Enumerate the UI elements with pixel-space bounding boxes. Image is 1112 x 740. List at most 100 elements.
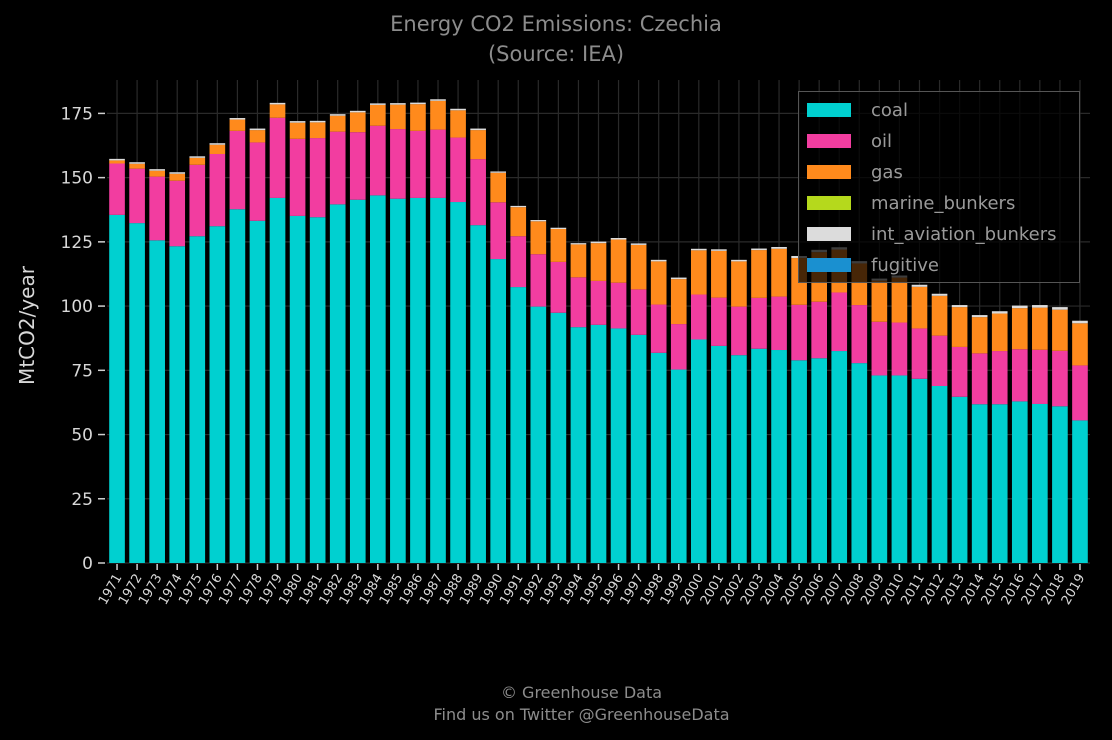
bar-coal-2014 [971, 404, 988, 563]
bar-gas-1991 [510, 207, 527, 237]
bar-int_aviation_bunkers-1995 [590, 241, 607, 244]
bar-coal-2000 [690, 339, 707, 563]
bar-gas-1973 [149, 170, 165, 177]
bar-int_aviation_bunkers-2012 [931, 293, 948, 296]
bar-gas-2009 [871, 280, 888, 322]
bar-gas-1976 [209, 144, 226, 154]
legend-swatch [807, 103, 851, 117]
bar-oil-2015 [991, 351, 1008, 405]
bar-oil-1990 [490, 202, 507, 260]
bar-int_aviation_bunkers-2003 [751, 248, 767, 251]
y-tick-label: 25 [71, 490, 93, 510]
bar-coal-1999 [670, 369, 687, 563]
bar-coal-2019 [1072, 420, 1088, 563]
bar-int_aviation_bunkers-1992 [530, 220, 547, 222]
bar-oil-2002 [731, 306, 747, 356]
bar-gas-1995 [590, 243, 607, 281]
bar-int_aviation_bunkers-1984 [370, 103, 386, 105]
bar-coal-1995 [590, 324, 607, 563]
bar-gas-2015 [991, 313, 1008, 352]
bar-oil-1996 [610, 282, 627, 329]
bar-coal-1997 [630, 334, 647, 563]
legend-swatch [807, 196, 851, 210]
bar-coal-1989 [470, 225, 486, 563]
bar-int_aviation_bunkers-1997 [630, 243, 647, 245]
bar-oil-2004 [771, 296, 787, 351]
bar-coal-2011 [911, 378, 928, 563]
bar-oil-2018 [1052, 350, 1068, 407]
bar-oil-1995 [590, 280, 607, 325]
bar-int_aviation_bunkers-2013 [951, 305, 968, 308]
chart-legend: coal oil gas marine_bunkers int_aviation_bun… [798, 91, 1080, 283]
bar-gas-2003 [751, 250, 767, 298]
bar-oil-2010 [891, 322, 908, 376]
bar-oil-2007 [831, 292, 848, 352]
bar-oil-1972 [129, 168, 145, 224]
bar-int_aviation_bunkers-2018 [1052, 307, 1068, 310]
bar-gas-1986 [410, 104, 426, 131]
bar-oil-1971 [109, 163, 125, 215]
legend-item-gas: gas [807, 160, 903, 184]
bar-gas-1974 [169, 173, 186, 181]
bar-oil-1998 [650, 304, 667, 353]
bar-oil-1981 [309, 138, 326, 218]
bar-int_aviation_bunkers-1976 [209, 143, 226, 145]
bar-int_aviation_bunkers-1985 [390, 103, 406, 105]
bar-gas-1975 [189, 157, 206, 165]
bar-gas-1989 [470, 130, 486, 160]
legend-swatch [807, 227, 851, 241]
bar-coal-1979 [269, 197, 286, 563]
bar-int_aviation_bunkers-1980 [289, 121, 306, 123]
bar-oil-2013 [951, 346, 968, 397]
bar-oil-1974 [169, 180, 186, 247]
bar-gas-1993 [550, 229, 567, 262]
chart-subtitle: (Source: IEA) [487, 42, 625, 66]
bar-coal-1978 [249, 220, 266, 563]
bar-int_aviation_bunkers-1978 [249, 128, 266, 131]
bar-coal-1988 [450, 202, 466, 563]
y-tick-label: 50 [71, 426, 93, 446]
bar-coal-2010 [891, 375, 908, 563]
bar-gas-1982 [329, 115, 346, 132]
legend-item-fugitive: fugitive [807, 253, 939, 277]
bar-gas-1994 [570, 244, 587, 278]
bar-int_aviation_bunkers-2016 [1011, 305, 1028, 309]
bar-gas-1971 [109, 160, 125, 164]
legend-label: gas [871, 161, 903, 183]
bar-oil-1983 [349, 132, 366, 200]
bar-int_aviation_bunkers-1974 [169, 172, 186, 174]
legend-label: oil [871, 130, 893, 152]
y-tick-label: 150 [61, 169, 93, 189]
bar-gas-1981 [309, 122, 326, 139]
bar-oil-1985 [390, 129, 406, 199]
bar-gas-1978 [249, 130, 266, 143]
bar-coal-2007 [831, 351, 848, 563]
bar-gas-1984 [370, 104, 386, 126]
bar-oil-1997 [630, 289, 647, 335]
bar-gas-1977 [229, 119, 246, 131]
bar-gas-1990 [490, 172, 507, 203]
bar-int_aviation_bunkers-1981 [309, 120, 326, 123]
bar-coal-1972 [129, 223, 145, 563]
bar-gas-1997 [630, 244, 647, 290]
bar-gas-1987 [430, 100, 446, 130]
bar-gas-1999 [670, 279, 687, 325]
bar-int_aviation_bunkers-1999 [670, 277, 687, 280]
bar-coal-2016 [1011, 401, 1028, 563]
y-tick-label: 75 [71, 361, 93, 381]
bar-oil-2006 [811, 301, 827, 359]
bar-oil-1976 [209, 153, 226, 227]
bar-int_aviation_bunkers-1989 [470, 128, 486, 131]
bar-int_aviation_bunkers-1973 [149, 169, 165, 171]
bar-coal-2008 [851, 363, 868, 563]
bar-oil-2017 [1032, 349, 1048, 404]
bar-oil-2012 [931, 335, 948, 386]
bar-int_aviation_bunkers-1988 [450, 108, 466, 111]
bar-oil-1994 [570, 277, 587, 328]
bar-gas-2017 [1032, 307, 1048, 350]
bar-oil-1987 [430, 129, 446, 198]
footer-copyright: © Greenhouse Data [500, 683, 663, 702]
bar-coal-1971 [109, 214, 125, 564]
bar-int_aviation_bunkers-2011 [911, 284, 928, 287]
y-axis-label: MtCO2/year [15, 265, 39, 385]
